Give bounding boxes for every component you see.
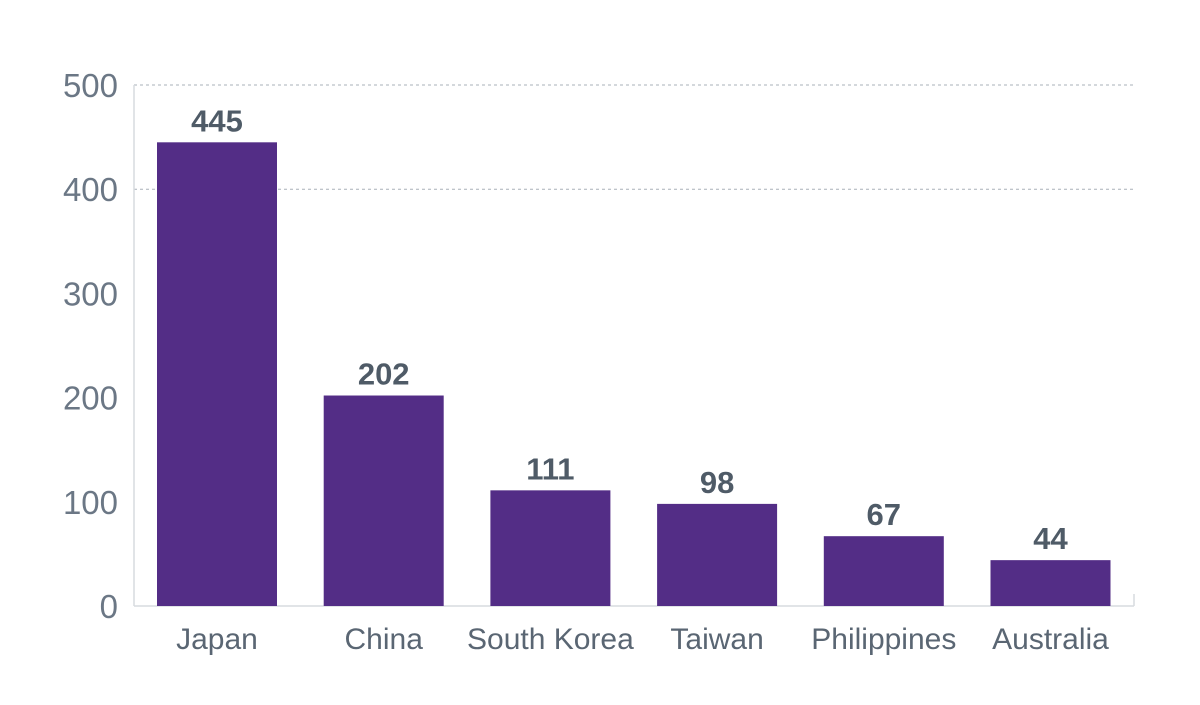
bar-taiwan bbox=[657, 503, 778, 606]
y-tick-label: 500 bbox=[63, 67, 118, 104]
gridlines bbox=[134, 84, 1134, 190]
bars bbox=[157, 142, 1111, 606]
axes bbox=[133, 85, 1135, 607]
y-tick-label: 300 bbox=[63, 275, 118, 312]
data-label: 111 bbox=[526, 451, 574, 486]
x-category-label: Philippines bbox=[811, 623, 956, 656]
y-tick-label: 0 bbox=[100, 588, 118, 625]
x-category-label: Taiwan bbox=[670, 623, 763, 656]
x-axis-category-labels: Japan China South Korea Taiwan Philippines Au… bbox=[176, 623, 1109, 656]
data-label: 98 bbox=[700, 465, 734, 500]
y-axis-tick-labels: 0 100 200 300 400 500 bbox=[63, 67, 118, 625]
data-labels: 445 202 111 98 67 44 bbox=[191, 103, 1068, 556]
y-tick-label: 100 bbox=[63, 484, 118, 521]
data-label: 445 bbox=[191, 103, 243, 138]
bar-japan bbox=[157, 142, 277, 606]
data-label: 202 bbox=[358, 357, 410, 392]
bar-china bbox=[323, 395, 444, 606]
x-category-label: South Korea bbox=[467, 623, 634, 656]
bar-australia bbox=[990, 560, 1111, 606]
bar-south-korea bbox=[490, 490, 611, 606]
data-label: 67 bbox=[867, 497, 901, 532]
y-tick-label: 200 bbox=[63, 380, 118, 417]
data-label: 44 bbox=[1033, 521, 1068, 556]
x-category-label: Japan bbox=[176, 623, 258, 656]
y-tick-label: 400 bbox=[63, 171, 118, 208]
x-category-label: Australia bbox=[992, 623, 1109, 656]
bar-philippines bbox=[823, 536, 944, 606]
x-category-label: China bbox=[345, 623, 424, 656]
